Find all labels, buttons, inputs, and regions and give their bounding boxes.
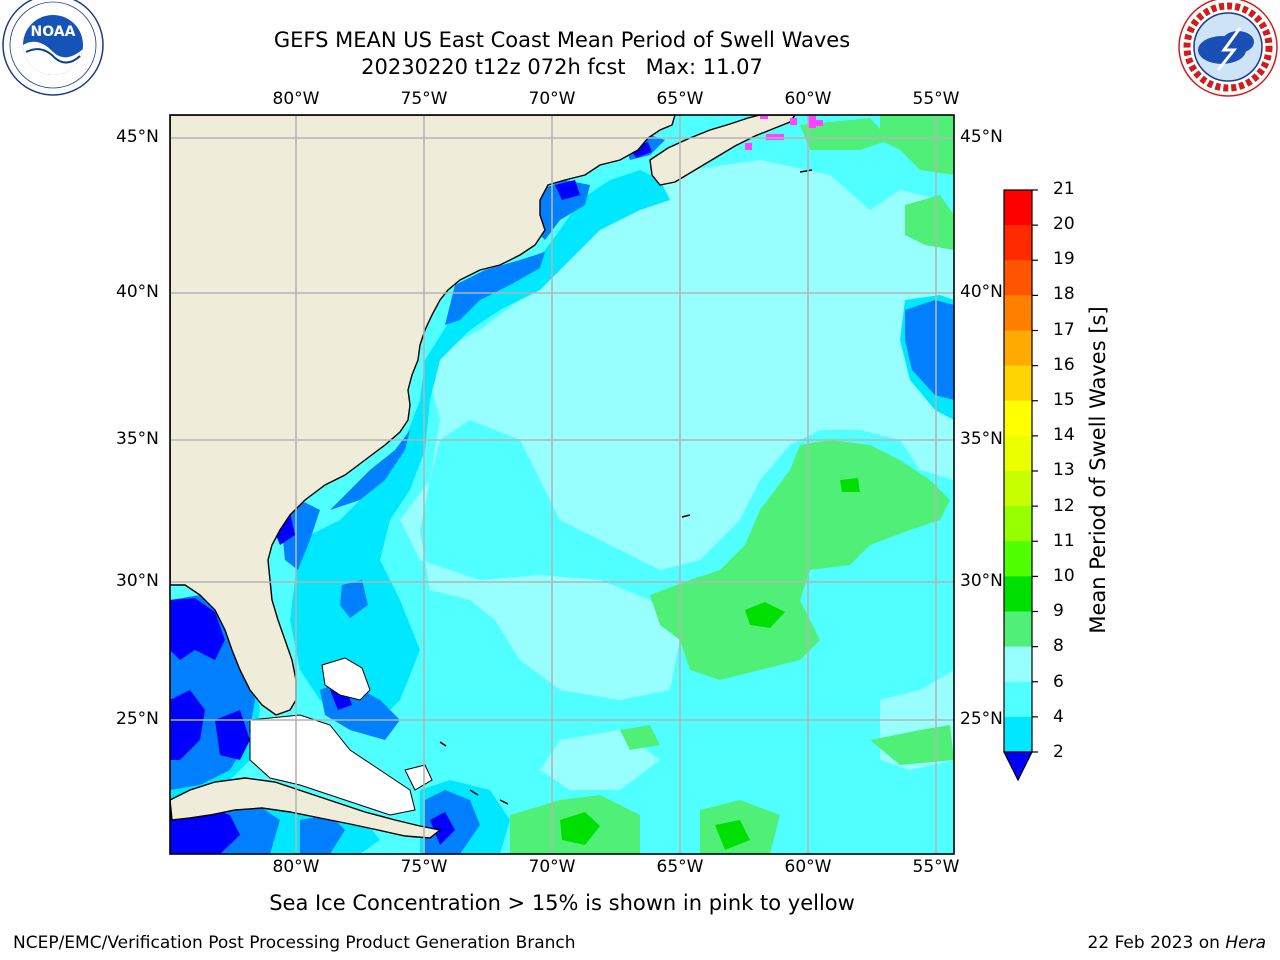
colorbar-segment (1004, 506, 1032, 542)
colorbar-segment (1004, 435, 1032, 472)
lat-label-left-40n: 40°N (116, 282, 159, 302)
lat-label-left-25n: 25°N (116, 709, 159, 729)
colorbar-segment (1004, 611, 1032, 648)
footer-date: 22 Feb 2023 on Hera (1088, 933, 1266, 953)
cuba-land (170, 777, 442, 839)
lon-label-bottom-70w: 70°W (528, 857, 576, 877)
lon-label-top-60w: 60°W (784, 89, 832, 109)
colorbar-segment (1004, 295, 1032, 331)
sea-ice-patches (745, 115, 823, 150)
colorbar-tick-label: 17 (1053, 320, 1075, 340)
colorbar-tick-label: 6 (1053, 672, 1064, 692)
lat-label-right-40n: 40°N (960, 282, 1003, 302)
lat-label-left-45n: 45°N (116, 127, 159, 147)
colorbar-tick-label: 12 (1053, 496, 1075, 516)
colorbar-tick-label: 16 (1053, 355, 1075, 375)
bahamas-banks (249, 657, 433, 816)
colorbar-tick-label: 10 (1053, 566, 1075, 586)
colorbar-extend-arrow (1003, 751, 1033, 782)
nws-logo (1178, 0, 1278, 97)
lon-label-top-80w: 80°W (272, 89, 320, 109)
lon-label-top-55w: 55°W (912, 89, 960, 109)
lon-label-bottom-60w: 60°W (784, 857, 832, 877)
footer-credit: NCEP/EMC/Verification Post Processing Pr… (13, 933, 576, 953)
colorbar-segment (1004, 681, 1032, 718)
lat-label-right-35n: 35°N (960, 429, 1003, 449)
colorbar-tick-label: 15 (1053, 390, 1075, 410)
lat-label-left-30n: 30°N (116, 571, 159, 591)
lat-label-right-45n: 45°N (960, 127, 1003, 147)
colorbar-segment (1004, 716, 1032, 753)
chart-subtitle: 20230220 t12z 072h fcst Max: 11.07 (361, 55, 763, 79)
noaa-logo: NOAA (2, 0, 104, 96)
colorbar-tick-label: 19 (1053, 249, 1075, 269)
colorbar-segment (1004, 646, 1032, 683)
colorbar-segment (1004, 260, 1032, 296)
colorbar-segment (1004, 330, 1032, 367)
sable-island (799, 169, 813, 173)
colorbar-segment (1004, 576, 1032, 612)
colorbar-tick-label: 13 (1053, 460, 1075, 480)
lat-label-right-25n: 25°N (960, 709, 1003, 729)
colorbar-tick-label: 8 (1053, 636, 1064, 656)
colorbar-title: Mean Period of Swell Waves [s] (1086, 306, 1110, 634)
colorbar-tick-label: 4 (1053, 707, 1064, 727)
colorbar-tick-label: 18 (1053, 284, 1075, 304)
colorbar-tick-label: 2 (1053, 742, 1064, 762)
colorbar-tick-label: 9 (1053, 601, 1064, 621)
colorbar-tick-label: 14 (1053, 425, 1075, 445)
lon-label-bottom-65w: 65°W (656, 857, 704, 877)
nova-scotia-land (649, 115, 796, 186)
lon-label-bottom-80w: 80°W (272, 857, 320, 877)
footer-date-text: 22 Feb 2023 on (1087, 933, 1226, 953)
lon-label-bottom-55w: 55°W (912, 857, 960, 877)
colorbar-segment (1004, 400, 1032, 437)
footer-host: Hera (1225, 933, 1266, 953)
colorbar-segment (1004, 365, 1032, 402)
lat-label-left-35n: 35°N (116, 429, 159, 449)
colorbar-tick-label: 20 (1053, 214, 1075, 234)
noaa-logo-text: NOAA (31, 24, 76, 40)
map-gridlines (170, 115, 954, 854)
colorbar (1003, 189, 1038, 782)
lon-label-top-75w: 75°W (400, 89, 448, 109)
sea-ice-note: Sea Ice Concentration > 15% is shown in … (269, 891, 855, 915)
colorbar-tick-label: 11 (1053, 531, 1075, 551)
lon-label-bottom-75w: 75°W (400, 857, 448, 877)
chart-title: GEFS MEAN US East Coast Mean Period of S… (273, 28, 851, 52)
colorbar-segment (1004, 190, 1032, 226)
map-plot (170, 115, 954, 854)
bermuda-island (681, 514, 691, 518)
colorbar-segment (1004, 225, 1032, 261)
colorbar-segment (1004, 471, 1032, 507)
lon-label-top-65w: 65°W (656, 89, 704, 109)
lat-label-right-30n: 30°N (960, 571, 1003, 591)
lon-label-top-70w: 70°W (528, 89, 576, 109)
colorbar-tick-label: 21 (1053, 179, 1075, 199)
colorbar-segment (1004, 541, 1032, 577)
caribbean-islets (439, 741, 509, 805)
map-frame (169, 114, 955, 855)
